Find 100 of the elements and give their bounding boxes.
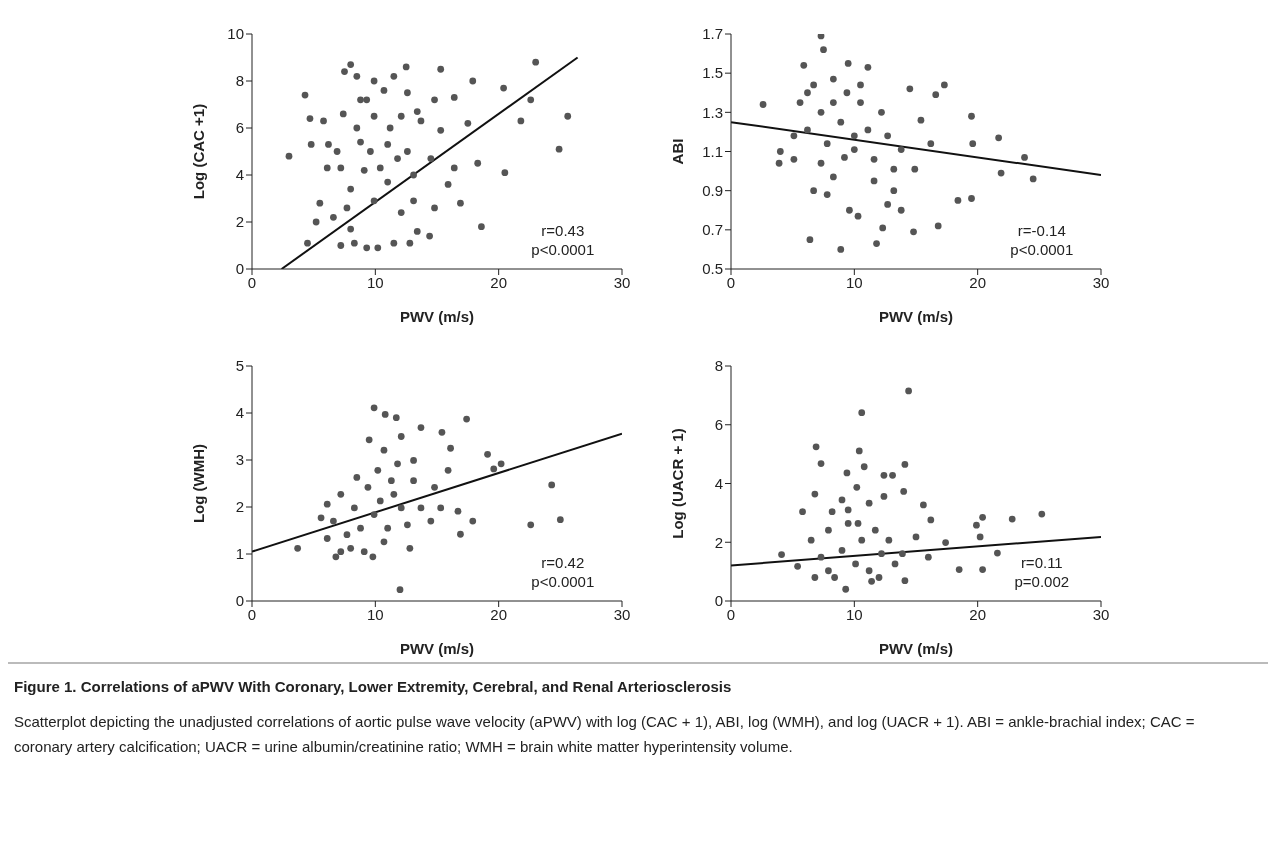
point [825, 567, 832, 575]
point [406, 544, 414, 552]
point [337, 490, 345, 498]
point [484, 450, 491, 458]
point [437, 504, 445, 512]
point [843, 469, 851, 477]
annotation: p<0.0001 [530, 240, 596, 259]
point [852, 560, 859, 568]
point [942, 539, 949, 546]
y-tick-label: 2 [235, 498, 244, 516]
point [370, 511, 378, 518]
y-axis-title: Log (WMH) [190, 443, 208, 524]
annotation: r=0.11 [1019, 553, 1064, 572]
point [844, 506, 852, 514]
point [927, 516, 935, 524]
point [811, 574, 819, 581]
point [1008, 515, 1016, 523]
point [548, 481, 556, 489]
point [447, 444, 454, 452]
point [364, 483, 372, 491]
x-tick-label: 0 [726, 273, 736, 291]
point [397, 433, 405, 440]
point [330, 517, 337, 525]
point [853, 483, 861, 491]
y-tick-label: 10 [227, 25, 244, 43]
point [490, 465, 498, 473]
point [410, 477, 417, 485]
point [973, 521, 980, 529]
y-tick-label: 8 [714, 357, 723, 375]
point [357, 524, 364, 532]
point [431, 483, 438, 491]
text: Scatterplot depicting the unadjusted correlations of aortic pulse wave velocity (aPWV) with log (CAC + 1), ABI, log (WMH), and log (UACR + 1). ABI = ankle-brachial index; CAC = coronary artery calcification; UACR = urine albumin/creatinine ratio; WMH = brain white matter hyperintensity volume. [14, 712, 1196, 757]
point [955, 566, 963, 573]
point [417, 504, 425, 512]
point [381, 411, 389, 418]
y-tick-label: 0.9 [702, 181, 723, 199]
point [860, 463, 868, 471]
y-axis-title: Log (UACR + 1) [669, 428, 687, 539]
point [817, 460, 825, 467]
point [317, 514, 325, 522]
point [854, 520, 862, 527]
x-tick-label: 30 [1092, 273, 1110, 291]
x-tick-label: 30 [1092, 605, 1110, 623]
point [370, 404, 378, 412]
point [912, 533, 920, 541]
point [807, 536, 815, 544]
point [384, 524, 392, 532]
point [994, 549, 1001, 557]
y-tick-label: 5 [235, 357, 244, 375]
x-tick-label: 10 [366, 273, 384, 291]
point [350, 504, 358, 512]
point [410, 457, 417, 464]
point [380, 446, 388, 454]
point [838, 496, 846, 504]
point [899, 550, 906, 558]
point [811, 490, 819, 498]
x-tick-label: 30 [613, 605, 631, 623]
point [360, 548, 368, 556]
point [347, 544, 355, 552]
point [920, 501, 927, 509]
point [343, 531, 351, 539]
annotation: r=-0.14 [1016, 221, 1067, 240]
y-tick-label: 2 [714, 533, 723, 551]
point [457, 530, 464, 538]
point [1038, 510, 1046, 518]
point [374, 466, 382, 474]
x-axis-title: PWV (m/s) [399, 640, 475, 657]
point [323, 500, 331, 508]
y-tick-label: 0 [714, 592, 723, 610]
y-tick-label: 0.5 [702, 260, 723, 278]
point [397, 504, 405, 512]
point [444, 466, 452, 474]
x-tick-label: 10 [845, 605, 863, 623]
x-tick-label: 30 [613, 273, 631, 291]
x-tick-label: 20 [969, 273, 987, 291]
point [979, 513, 986, 521]
point [979, 566, 986, 573]
point [838, 547, 846, 554]
x-axis-title: PWV (m/s) [878, 640, 954, 657]
y-tick-label: 4 [235, 404, 244, 422]
point [365, 436, 373, 444]
x-tick-label: 20 [490, 273, 508, 291]
point [901, 577, 909, 585]
point [858, 409, 866, 417]
x-tick-label: 0 [247, 605, 257, 623]
x-axis-title: PWV (m/s) [399, 308, 475, 325]
y-tick-label: 1.7 [702, 25, 723, 43]
point [812, 443, 820, 451]
point [901, 461, 909, 468]
point [380, 538, 388, 546]
point [905, 387, 912, 395]
y-tick-label: 6 [235, 119, 244, 137]
x-axis-title: PWV (m/s) [878, 308, 954, 325]
point [865, 567, 873, 575]
y-tick-label: 4 [714, 474, 723, 492]
point [332, 553, 340, 561]
point [878, 550, 885, 558]
point [817, 553, 825, 561]
x-tick-label: 0 [247, 273, 257, 291]
point [891, 560, 899, 568]
